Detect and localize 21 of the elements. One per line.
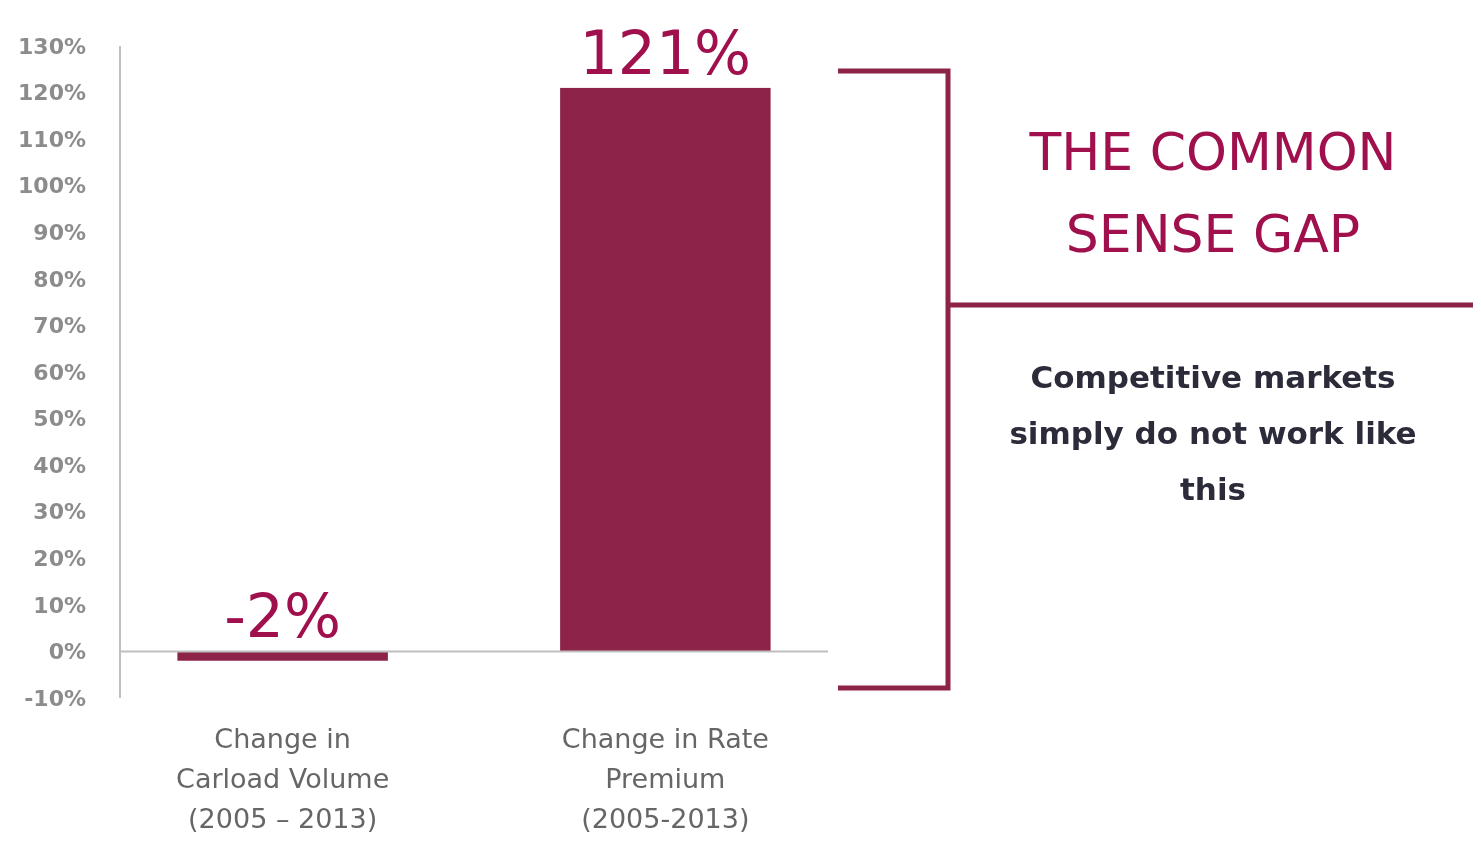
y-tick-label: 110% xyxy=(18,126,86,152)
y-tick-label: -10% xyxy=(24,685,86,711)
data-label: 121% xyxy=(579,17,752,88)
y-tick-label: 50% xyxy=(33,406,86,432)
text: THE COMMON SENSE GAP xyxy=(1028,122,1397,264)
y-tick-label: 10% xyxy=(33,592,86,618)
y-tick-label: 60% xyxy=(33,359,86,385)
y-tick-label: 120% xyxy=(18,80,86,106)
y-tick-label: 90% xyxy=(33,219,86,245)
y-tick-label: 40% xyxy=(33,452,86,478)
y-tick-label: 20% xyxy=(33,545,86,571)
y-tick-label: 70% xyxy=(33,313,86,339)
text: Competitive markets simply do not work like this xyxy=(1009,359,1417,507)
y-tick-label: 0% xyxy=(48,639,86,665)
x-tick-label: Change in Rate Premium (2005-2013) xyxy=(561,723,769,834)
y-tick-label: 30% xyxy=(33,499,86,525)
y-tick-label: 130% xyxy=(18,33,86,59)
y-tick-label: 80% xyxy=(33,266,86,292)
x-tick-label: Change in Carload Volume (2005 – 2013) xyxy=(176,723,390,834)
data-label: -2% xyxy=(224,581,342,652)
y-tick-label: 100% xyxy=(18,173,86,199)
